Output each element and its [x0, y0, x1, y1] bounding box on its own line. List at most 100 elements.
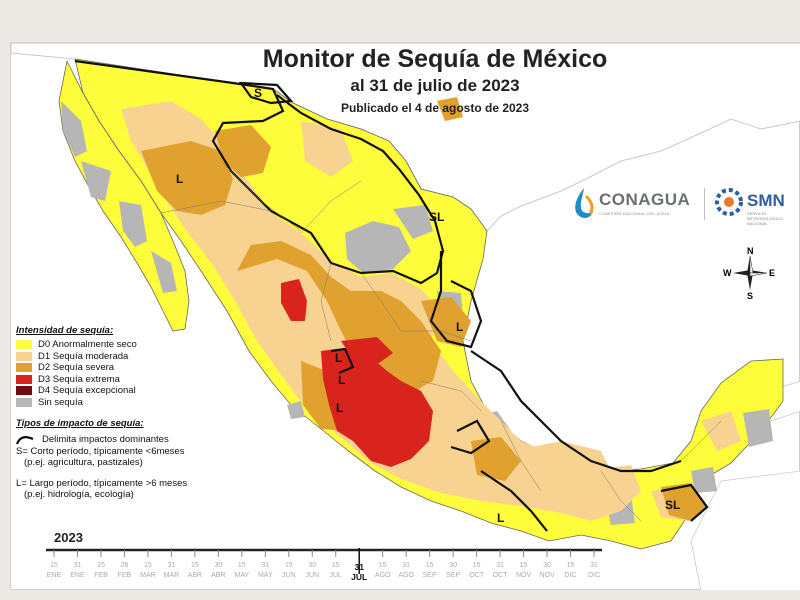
timeline-month-label: ENE	[70, 572, 85, 579]
timeline-day-label: 15	[520, 562, 528, 569]
title-block: Monitor de Sequía de México al 31 de jul…	[200, 44, 670, 116]
timeline-year: 2023	[54, 530, 83, 545]
conagua-logo: CONAGUA COMISIÓN NACIONAL DEL AGUA	[572, 186, 702, 222]
timeline-month-label: JUN	[305, 572, 319, 579]
timeline-month-label: AGO	[375, 572, 391, 579]
map-date: al 31 de julio de 2023	[350, 76, 520, 95]
compass-rose-icon: N S E W	[723, 246, 775, 300]
timeline: 15 ENE 31 ENE 15 FEB 28 FEB 15 MAR 31 MAR 15 ABR 30 ABR…	[46, 548, 602, 582]
legend-swatch-d4	[16, 386, 32, 396]
legend-label: D2 Sequía severa	[38, 362, 115, 374]
legend-swatch-none	[16, 397, 32, 407]
timeline-month-label: JUL	[351, 572, 367, 582]
smn-tagline: SERVICIO METEOROLÓGICO NACIONAL	[747, 211, 783, 226]
compass-e: E	[769, 268, 775, 278]
timeline-month-label: MAR	[140, 572, 156, 579]
timeline-day-label: 15	[567, 562, 575, 569]
legend-intensity-title: Intensidad de sequía:	[16, 325, 114, 336]
label-sl-yucatan: SL	[665, 498, 680, 512]
compass-w: W	[723, 268, 732, 278]
legend-swatch-d1	[16, 351, 32, 361]
timeline-month-label: FEB	[118, 572, 132, 579]
d3-extreme	[281, 279, 433, 467]
impact-l-example: (p.ej. hidrología, ecología)	[24, 488, 134, 500]
legend-label: D3 Sequía extrema	[38, 373, 120, 385]
timeline-month-label: FEB	[94, 572, 108, 579]
timeline-day-label: 30	[543, 562, 551, 569]
label-sl-tamaulipas: SL	[429, 210, 444, 224]
label-l-nuevo-leon: L	[456, 320, 463, 334]
timeline-day-label: 15	[144, 562, 152, 569]
legend-item: D0 Anormalmente seco	[16, 339, 216, 351]
smn-emblem-icon	[715, 188, 743, 216]
timeline-day-label: 15	[50, 562, 58, 569]
drought-map	[11, 43, 800, 591]
impact-line-label: Delimita impactos dominantes	[42, 434, 169, 446]
timeline-day-label: 15	[473, 562, 481, 569]
timeline-day-label: 31	[496, 562, 504, 569]
timeline-month-label: AGO	[398, 572, 414, 579]
timeline-day-label: 31	[402, 562, 410, 569]
impact-s-example: (p.ej. agricultura, pastizales)	[24, 456, 143, 468]
label-l-central: L	[335, 351, 342, 365]
timeline-month-label: ABR	[211, 572, 225, 579]
legend-label: D1 Sequía moderada	[38, 350, 129, 362]
timeline-day-label: 31	[167, 562, 175, 569]
timeline-month-label: OCT	[469, 572, 485, 579]
timeline-day-label: 15	[238, 562, 246, 569]
smn-logo: SMN SERVICIO METEOROLÓGICO NACIONAL	[714, 186, 794, 226]
state-borders	[160, 160, 722, 522]
timeline-day-label: 15	[191, 562, 199, 569]
timeline-month-label: DIC	[564, 572, 576, 579]
central-america-land	[690, 470, 800, 591]
legend: Intensidad de sequía: D0 Anormalmente se…	[16, 325, 216, 500]
legend-swatch-d0	[16, 340, 32, 350]
timeline-month-label: NOV	[539, 572, 555, 579]
published-date: Publicado el 4 de agosto de 2023	[340, 101, 530, 115]
legend-item: D2 Sequía severa	[16, 362, 216, 374]
timeline-month-label: ENE	[47, 572, 62, 579]
timeline-month-label: SEP	[446, 572, 460, 579]
legend-swatch-d3	[16, 374, 32, 384]
label-l-jalisco: L	[336, 401, 343, 415]
timeline-day-label: 31	[74, 562, 82, 569]
smn-name: SMN	[747, 191, 785, 210]
timeline-day-label: 15	[97, 562, 105, 569]
label-l-sonora: L	[176, 172, 183, 186]
timeline-month-label: JUL	[330, 572, 343, 579]
conagua-tagline: COMISIÓN NACIONAL DEL AGUA	[599, 211, 670, 216]
logo-separator	[704, 188, 705, 220]
timeline-month-label: MAR	[164, 572, 180, 579]
timeline-day-label: 15	[426, 562, 434, 569]
timeline-day-label: 15	[332, 562, 340, 569]
impact-l-label: L= Largo período, típicamente >6 meses	[16, 477, 188, 489]
compass-s: S	[747, 291, 753, 300]
legend-label: Sin sequía	[38, 396, 83, 408]
timeline-day-label: 30	[214, 562, 222, 569]
legend-item: D4 Sequía excepcional	[16, 385, 216, 397]
timeline-month-label: DIC	[588, 572, 600, 579]
timeline-day-label: 31	[590, 562, 598, 569]
timeline-month-label: JUN	[282, 572, 296, 579]
legend-impact-title: Tipos de impacto de sequía:	[16, 418, 144, 429]
impact-s-label: S= Corto período, típicamente <6meses	[16, 445, 185, 457]
impact-line-icon	[16, 435, 34, 445]
map-title: Monitor de Sequía de México	[262, 45, 608, 73]
timeline-month-label: ABR	[188, 572, 202, 579]
label-l-guerrero: L	[497, 511, 504, 525]
conagua-drop-icon	[575, 188, 594, 218]
label-s-north: S	[254, 86, 262, 100]
timeline-day-label: 31	[261, 562, 269, 569]
timeline-month-label: SEP	[423, 572, 437, 579]
compass-n: N	[747, 246, 754, 256]
timeline-month-label: NOV	[516, 572, 532, 579]
timeline-day-label: 28	[121, 562, 129, 569]
legend-impact-line-row: Delimita impactos dominantes	[16, 434, 216, 446]
timeline-day-label: 30	[308, 562, 316, 569]
legend-item: D1 Sequía moderada	[16, 351, 216, 363]
legend-label: D0 Anormalmente seco	[38, 339, 137, 351]
timeline-day-label: 15	[379, 562, 387, 569]
conagua-name: CONAGUA	[599, 190, 691, 209]
legend-label: D4 Sequía excepcional	[38, 385, 136, 397]
